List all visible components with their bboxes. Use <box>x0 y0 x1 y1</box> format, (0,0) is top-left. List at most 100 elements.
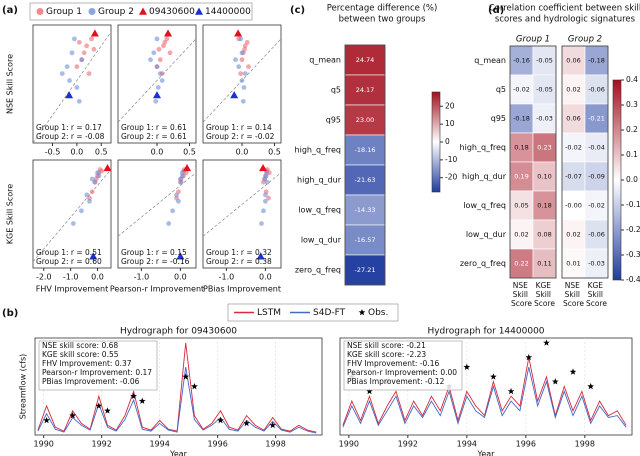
point <box>263 173 269 179</box>
annotation: FHV Improvement: 0.37 <box>42 359 132 368</box>
x-axis-label: Pearson-r Improvement <box>110 285 204 294</box>
x-tick-label: 1996 <box>516 440 536 449</box>
colorbar-tick-label: -0.4 <box>626 275 640 284</box>
point <box>178 179 184 185</box>
annotation: KGE skill score: 0.55 <box>42 350 119 359</box>
point <box>154 36 160 42</box>
colorbar-tick-label: -20 <box>445 173 457 182</box>
point <box>76 39 82 45</box>
point <box>84 192 90 198</box>
legend-marker <box>358 309 366 316</box>
point <box>74 85 80 90</box>
point <box>167 50 173 56</box>
legend-label: Group 2 <box>98 7 134 17</box>
cell-label: 0.06 <box>566 115 580 123</box>
annotation: Group 2: r = 0.60 <box>36 257 102 266</box>
annotation: Group 2: r = 0.61 <box>121 132 187 141</box>
point <box>238 36 244 42</box>
series-line <box>37 367 317 434</box>
series-line <box>342 367 627 428</box>
observation <box>543 339 550 346</box>
y-axis-label: Streamflow (cfs) <box>19 354 28 420</box>
legend-label: S4D-FT <box>313 308 346 318</box>
cell-label: -18.16 <box>355 146 376 154</box>
point <box>69 50 75 56</box>
observation <box>130 392 137 399</box>
chart-title: scores and hydrologic signatures <box>495 15 636 25</box>
annotation: Group 2: r = 0.38 <box>206 257 272 266</box>
annotation: Pearson-r Improvement: 0.00 <box>347 368 457 377</box>
legend-marker <box>195 7 203 15</box>
one-to-one-line <box>117 172 197 237</box>
series-line <box>342 357 627 426</box>
annotation: PBias Improvement: -0.12 <box>347 377 445 386</box>
cell-label: 24.74 <box>356 56 375 64</box>
x-axis-label: Year <box>477 450 496 456</box>
observation <box>552 378 559 385</box>
row-label: low_q_dur <box>301 236 342 245</box>
point <box>153 98 159 104</box>
group-frame <box>561 45 609 279</box>
row-label: zero_q_freq <box>295 266 341 275</box>
colorbar <box>431 91 441 193</box>
cell-label: -0.06 <box>588 231 605 239</box>
colorbar-tick-label: 0.4 <box>626 75 638 84</box>
observation <box>269 421 276 429</box>
cell-label: -0.02 <box>513 86 530 94</box>
point <box>155 85 161 90</box>
chart-title: Hydrograph for 09430600 <box>120 327 237 337</box>
point <box>166 221 172 226</box>
annotation: PBias Improvement: -0.06 <box>42 377 140 386</box>
point <box>266 195 271 201</box>
observation <box>587 383 594 390</box>
site-marker <box>183 163 192 172</box>
point <box>263 192 268 198</box>
column-label: NSE Skill Score <box>511 281 532 308</box>
x-tick-label: 0.5 <box>268 148 281 157</box>
point <box>70 221 76 226</box>
site-marker <box>103 163 112 172</box>
row-label: q5 <box>331 86 341 95</box>
one-to-one-line <box>32 31 112 144</box>
point <box>181 173 186 179</box>
observation <box>463 363 471 370</box>
column-label: KGE Skill Score <box>534 281 555 308</box>
annotation: KGE skill score: -2.23 <box>347 350 426 359</box>
chart-title: Hydrograph for 14400000 <box>427 327 544 337</box>
observation <box>191 383 198 390</box>
x-tick-label: 0.0 <box>91 273 104 282</box>
x-tick-label: 1996 <box>207 440 227 449</box>
annotation: NSE skill score: 0.68 <box>42 341 118 350</box>
group-label: Group 2 <box>568 35 602 45</box>
x-tick-label: 0.0 <box>259 273 272 282</box>
annotation-box <box>343 340 463 391</box>
row-label: low_q_dur <box>466 230 507 239</box>
point <box>170 208 176 214</box>
heat-cell <box>344 134 386 166</box>
x-axis-label: FHV Improvement <box>36 285 108 294</box>
point <box>242 46 248 52</box>
cell-label: 0.18 <box>537 202 551 210</box>
one-to-one-line <box>202 172 282 237</box>
x-tick-label: 0.5 <box>95 148 108 157</box>
observation <box>569 368 577 375</box>
point <box>59 71 65 76</box>
cell-label: 0.23 <box>537 144 551 152</box>
annotation: FHV Improvement: -0.16 <box>347 359 439 368</box>
cell-label: 0.02 <box>514 231 528 239</box>
cell-label: 0.01 <box>566 260 580 268</box>
site-marker <box>234 29 243 37</box>
cell-label: -0.16 <box>513 57 530 65</box>
point <box>240 98 246 104</box>
cell-label: -0.18 <box>588 57 605 65</box>
x-tick-label: 1994 <box>149 440 169 449</box>
cell-label: 0.05 <box>514 202 528 210</box>
site-marker <box>89 252 98 260</box>
column-label: NSE Skill Score <box>563 281 584 308</box>
legend-label: 14400000 <box>205 7 251 17</box>
row-label: low_q_freq <box>463 201 506 210</box>
column-label: KGE Skill Score <box>586 281 607 308</box>
point <box>89 176 95 182</box>
cell-label: -0.00 <box>565 202 582 210</box>
point <box>86 71 92 76</box>
